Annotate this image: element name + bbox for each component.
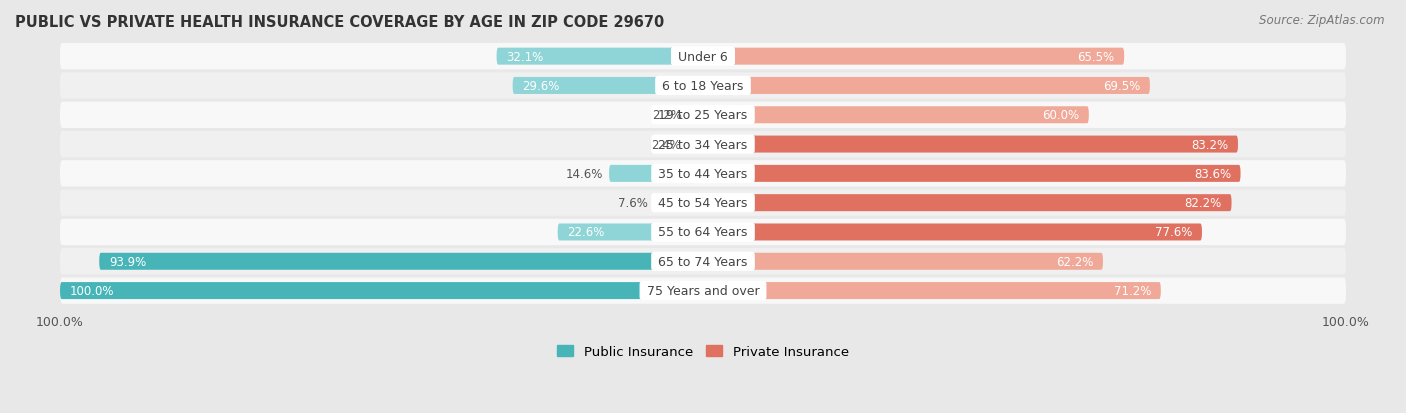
FancyBboxPatch shape — [60, 44, 1346, 70]
FancyBboxPatch shape — [689, 107, 703, 124]
Text: 19 to 25 Years: 19 to 25 Years — [654, 109, 752, 122]
FancyBboxPatch shape — [60, 219, 1346, 246]
Text: 55 to 64 Years: 55 to 64 Years — [654, 226, 752, 239]
FancyBboxPatch shape — [513, 78, 703, 95]
FancyBboxPatch shape — [703, 136, 1237, 153]
FancyBboxPatch shape — [703, 224, 1202, 241]
FancyBboxPatch shape — [703, 107, 1088, 124]
FancyBboxPatch shape — [703, 49, 1125, 66]
Text: 2.2%: 2.2% — [652, 109, 682, 122]
FancyBboxPatch shape — [703, 166, 1240, 183]
Text: 83.6%: 83.6% — [1194, 167, 1230, 180]
Text: 75 Years and over: 75 Years and over — [643, 285, 763, 297]
Text: 65 to 74 Years: 65 to 74 Years — [654, 255, 752, 268]
FancyBboxPatch shape — [703, 253, 1102, 270]
Text: 2.4%: 2.4% — [651, 138, 681, 151]
FancyBboxPatch shape — [60, 73, 1346, 100]
Text: PUBLIC VS PRIVATE HEALTH INSURANCE COVERAGE BY AGE IN ZIP CODE 29670: PUBLIC VS PRIVATE HEALTH INSURANCE COVER… — [15, 15, 664, 30]
FancyBboxPatch shape — [60, 249, 1346, 275]
FancyBboxPatch shape — [60, 278, 1346, 304]
FancyBboxPatch shape — [60, 102, 1346, 128]
Text: 100.0%: 100.0% — [70, 285, 114, 297]
FancyBboxPatch shape — [688, 136, 703, 153]
Text: 60.0%: 60.0% — [1042, 109, 1080, 122]
Text: 7.6%: 7.6% — [617, 197, 648, 210]
Text: 45 to 54 Years: 45 to 54 Years — [654, 197, 752, 210]
Text: Under 6: Under 6 — [673, 50, 733, 64]
FancyBboxPatch shape — [496, 49, 703, 66]
Text: 25 to 34 Years: 25 to 34 Years — [654, 138, 752, 151]
FancyBboxPatch shape — [609, 166, 703, 183]
FancyBboxPatch shape — [703, 78, 1150, 95]
FancyBboxPatch shape — [60, 282, 703, 299]
FancyBboxPatch shape — [60, 190, 1346, 216]
Text: 62.2%: 62.2% — [1056, 255, 1094, 268]
FancyBboxPatch shape — [703, 282, 1161, 299]
Text: 32.1%: 32.1% — [506, 50, 544, 64]
FancyBboxPatch shape — [60, 161, 1346, 187]
FancyBboxPatch shape — [703, 195, 1232, 211]
Text: 65.5%: 65.5% — [1077, 50, 1115, 64]
Text: 82.2%: 82.2% — [1185, 197, 1222, 210]
Text: 69.5%: 69.5% — [1102, 80, 1140, 93]
FancyBboxPatch shape — [100, 253, 703, 270]
Text: 35 to 44 Years: 35 to 44 Years — [654, 167, 752, 180]
Text: 71.2%: 71.2% — [1114, 285, 1152, 297]
Text: 22.6%: 22.6% — [568, 226, 605, 239]
FancyBboxPatch shape — [654, 195, 703, 211]
FancyBboxPatch shape — [558, 224, 703, 241]
Text: 93.9%: 93.9% — [108, 255, 146, 268]
Legend: Public Insurance, Private Insurance: Public Insurance, Private Insurance — [553, 339, 853, 363]
Text: 29.6%: 29.6% — [522, 80, 560, 93]
Text: 14.6%: 14.6% — [565, 167, 603, 180]
Text: 6 to 18 Years: 6 to 18 Years — [658, 80, 748, 93]
Text: 83.2%: 83.2% — [1191, 138, 1229, 151]
Text: 77.6%: 77.6% — [1154, 226, 1192, 239]
Text: Source: ZipAtlas.com: Source: ZipAtlas.com — [1260, 14, 1385, 27]
FancyBboxPatch shape — [60, 132, 1346, 158]
